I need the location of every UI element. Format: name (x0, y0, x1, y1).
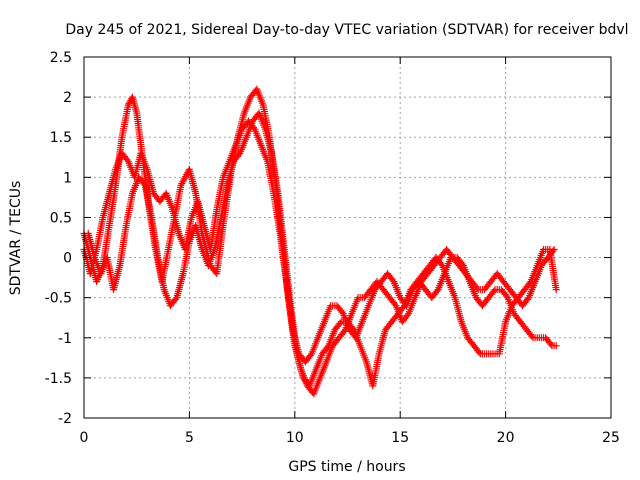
axis-ticks (83, 56, 612, 419)
data-point-track-b (433, 287, 441, 295)
data-point-track-a (403, 311, 411, 319)
data-point-track-b (547, 340, 555, 348)
data-point-track-b (528, 332, 536, 340)
tick-labels: 0 5 10 15 20 25 -2 -1.5 -1 -0.5 0 0.5 1 1.5 2 2.5 (45, 50, 620, 446)
data-point-track-b (338, 308, 346, 316)
data-point-track-c (526, 279, 534, 287)
y-tick-label: 1 (63, 170, 72, 186)
y-tick-label: -0.5 (45, 291, 72, 307)
x-axis-title: GPS time / hours (288, 459, 405, 475)
y-tick-label: 2 (63, 90, 72, 106)
y-tick-label: 0.5 (50, 210, 72, 226)
data-point-track-b (490, 287, 498, 295)
data-point-track-b (502, 292, 510, 300)
x-tick-label: 10 (286, 430, 304, 446)
data-point-track-a (124, 101, 132, 109)
y-tick-label: -1.5 (45, 371, 72, 387)
data-point-track-c (171, 295, 179, 303)
data-point-track-c (349, 324, 357, 332)
grid-lines (84, 57, 611, 418)
data-points (80, 85, 560, 398)
data-point-track-c (552, 286, 560, 294)
data-point-track-c (140, 180, 148, 188)
y-tick-label: 0 (63, 251, 72, 267)
x-tick-label: 25 (602, 430, 620, 446)
data-point-track-b (552, 342, 560, 350)
data-point-track-a (524, 295, 532, 303)
data-point-track-c (437, 260, 445, 268)
data-point-track-b (306, 351, 314, 359)
y-axis-title: SDTVAR / TECUs (8, 181, 24, 296)
data-point-track-b (123, 156, 131, 164)
y-tick-label: -1 (58, 331, 72, 347)
plot-frame (83, 56, 612, 419)
x-tick-label: 15 (391, 430, 409, 446)
data-point-track-c (475, 348, 483, 356)
x-tick-label: 20 (497, 430, 515, 446)
x-tick-label: 0 (80, 430, 89, 446)
data-point-track-a (340, 327, 348, 335)
y-tick-label: 1.5 (50, 130, 72, 146)
data-point-track-c (336, 319, 344, 327)
data-point-track-b (389, 276, 397, 284)
data-point-track-c (399, 303, 407, 311)
x-tick-label: 5 (185, 430, 194, 446)
data-point-track-a (391, 300, 399, 308)
chart-title: Day 245 of 2021, Sidereal Day-to-day VTE… (65, 22, 628, 38)
y-tick-label: -2 (58, 411, 72, 427)
data-point-track-b (458, 260, 466, 268)
data-point-track-c (323, 343, 331, 351)
data-point-track-c (235, 151, 243, 159)
y-tick-label: 2.5 (50, 50, 72, 66)
